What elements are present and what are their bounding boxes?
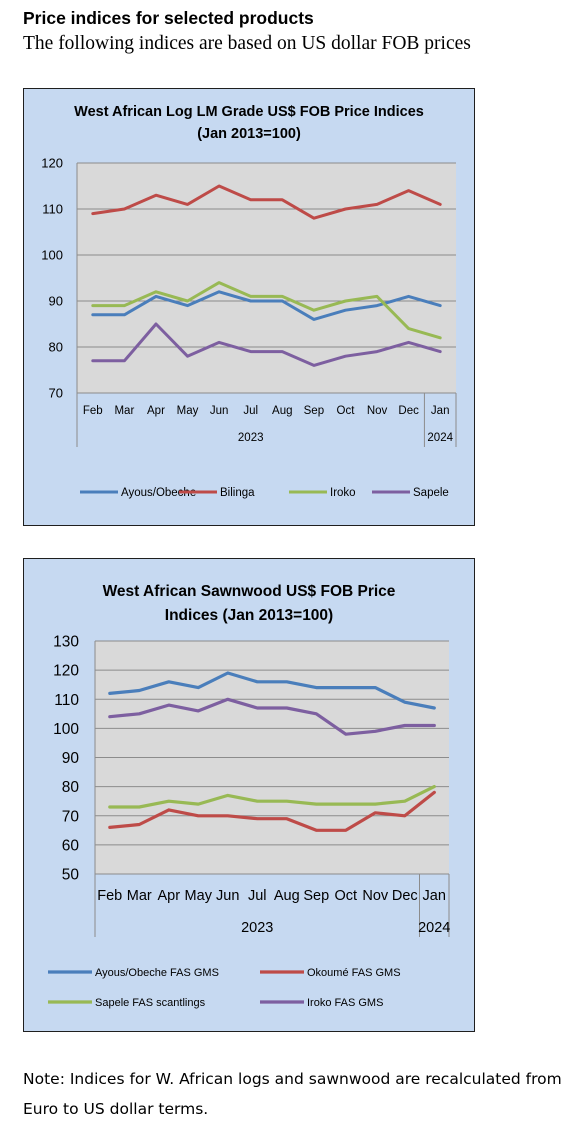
x-tick-label: Jul [243, 405, 258, 417]
x-tick-label: Aug [272, 405, 292, 417]
x-tick-label: Jul [248, 888, 267, 904]
x-tick-label: Apr [147, 405, 165, 417]
x-group-label: 2023 [241, 920, 273, 936]
y-tick-label: 100 [41, 248, 63, 263]
y-tick-label: 120 [53, 663, 79, 680]
legend-label: Ayous/Obeche [121, 487, 196, 499]
y-tick-label: 50 [62, 867, 80, 884]
y-tick-label: 60 [62, 837, 80, 854]
x-tick-label: May [185, 888, 213, 904]
chart-title: (Jan 2013=100) [197, 126, 301, 142]
log-price-chart: West African Log LM Grade US$ FOB Price … [23, 88, 475, 526]
y-tick-label: 90 [49, 294, 63, 309]
page-heading: Price indices for selected products [23, 8, 314, 28]
x-group-label: 2024 [418, 920, 450, 936]
legend-label: Ayous/Obeche FAS GMS [95, 967, 219, 979]
chart-title: West African Sawnwood US$ FOB Price [103, 583, 396, 600]
x-tick-label: Mar [114, 405, 134, 417]
legend-label: Iroko [330, 487, 356, 499]
x-tick-label: Dec [392, 888, 418, 904]
y-tick-label: 110 [42, 202, 63, 217]
x-tick-label: Oct [337, 405, 356, 417]
legend-label: Sapele FAS scantlings [95, 997, 206, 1009]
x-tick-label: Nov [367, 405, 388, 417]
page-subheading: The following indices are based on US do… [23, 33, 471, 54]
y-tick-label: 70 [49, 386, 63, 401]
legend-label: Sapele [413, 487, 449, 499]
series-line [91, 290, 442, 321]
series-line [108, 671, 436, 710]
x-tick-label: Aug [274, 888, 300, 904]
y-tick-label: 80 [49, 340, 63, 355]
series-line [108, 790, 436, 832]
sawnwood-price-chart: West African Sawnwood US$ FOB Price Indic… [23, 558, 475, 1032]
chart-title: Indices (Jan 2013=100) [165, 607, 333, 624]
y-tick-label: 110 [54, 692, 79, 709]
x-tick-label: Jan [423, 888, 446, 904]
x-tick-label: Feb [83, 405, 103, 417]
legend-label: Bilinga [220, 487, 255, 499]
page-note: Note: Indices for W. African logs and sa… [23, 1070, 562, 1118]
x-tick-label: Mar [127, 888, 152, 904]
y-tick-label: 100 [53, 721, 79, 738]
x-tick-label: Dec [398, 405, 419, 417]
x-tick-label: Jun [216, 888, 239, 904]
sawnwood-price-chart-svg: West African Sawnwood US$ FOB Price Indic… [48, 583, 450, 1009]
series-line [108, 697, 436, 736]
x-tick-label: Sep [304, 405, 324, 417]
x-tick-label: Nov [362, 888, 389, 904]
legend-label: Okoumé FAS GMS [307, 967, 401, 979]
x-tick-label: Sep [303, 888, 329, 904]
x-tick-label: Jan [431, 405, 450, 417]
x-tick-label: Apr [157, 888, 180, 904]
y-tick-label: 120 [41, 156, 63, 171]
x-tick-label: Oct [334, 888, 357, 904]
y-tick-label: 90 [62, 750, 80, 767]
y-tick-label: 70 [62, 808, 80, 825]
series-line [108, 785, 436, 809]
legend-label: Iroko FAS GMS [307, 997, 383, 1009]
chart-title: West African Log LM Grade US$ FOB Price … [74, 104, 424, 120]
x-group-label: 2023 [238, 432, 264, 444]
series-line [91, 184, 442, 220]
series-line [91, 281, 442, 340]
x-tick-label: Jun [210, 405, 229, 417]
x-group-label: 2024 [427, 432, 453, 444]
y-tick-label: 130 [53, 634, 79, 651]
y-tick-label: 80 [62, 779, 80, 796]
log-price-chart-svg: West African Log LM Grade US$ FOB Price … [41, 104, 457, 499]
plot-area [77, 163, 456, 393]
x-tick-label: Feb [97, 888, 122, 904]
x-tick-label: May [177, 405, 199, 417]
series-line [91, 322, 442, 367]
